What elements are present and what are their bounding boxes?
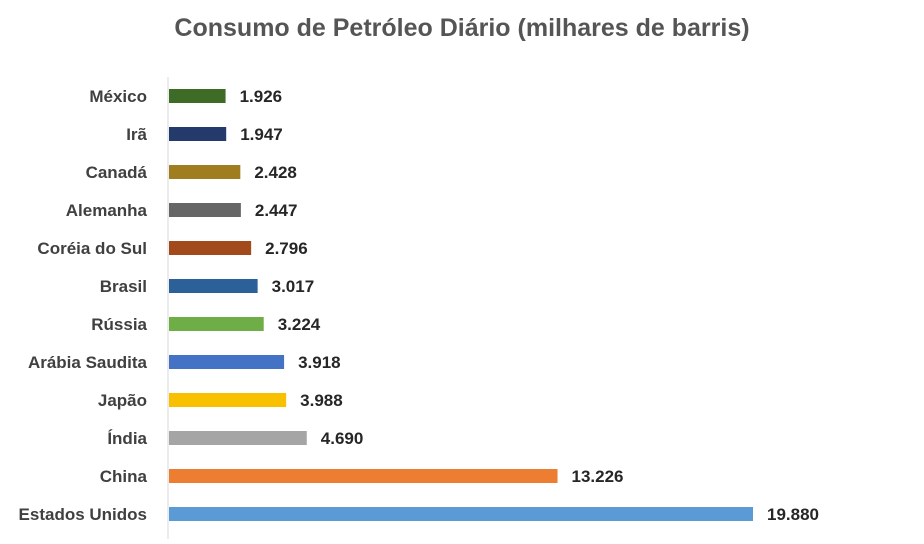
category-label-canada: Canadá xyxy=(86,163,148,182)
bar-japao xyxy=(169,393,287,407)
data-label-russia: 3.224 xyxy=(278,315,321,334)
category-label-brasil: Brasil xyxy=(100,277,147,296)
category-label-estados-unidos: Estados Unidos xyxy=(19,505,147,524)
bar-canada xyxy=(169,165,241,179)
data-label-arabia-saudita: 3.918 xyxy=(298,353,341,372)
data-label-alemanha: 2.447 xyxy=(255,201,298,220)
bar-coreia-do-sul xyxy=(169,241,252,255)
category-label-india: Índia xyxy=(107,429,147,448)
bar-alemanha xyxy=(169,203,241,217)
category-label-russia: Rússia xyxy=(91,315,147,334)
data-label-ira: 1.947 xyxy=(240,125,283,144)
bar-mexico xyxy=(169,89,226,103)
bar-brasil xyxy=(169,279,258,293)
category-label-coreia-do-sul: Coréia do Sul xyxy=(37,239,147,258)
bar-ira xyxy=(169,127,227,141)
category-label-alemanha: Alemanha xyxy=(66,201,148,220)
category-label-arabia-saudita: Arábia Saudita xyxy=(28,353,148,372)
bars-group: México 1.926 Irã 1.947 Canadá 2.428 Alemanha 2.… xyxy=(19,87,819,524)
chart-title: Consumo de Petróleo Diário (milhares de … xyxy=(174,14,750,42)
category-label-japao: Japão xyxy=(98,391,147,410)
category-label-mexico: México xyxy=(89,87,147,106)
category-label-ira: Irã xyxy=(126,125,147,144)
data-label-estados-unidos: 19.880 xyxy=(767,505,819,524)
bar-estados-unidos xyxy=(169,507,753,521)
category-label-china: China xyxy=(100,467,148,486)
data-label-brasil: 3.017 xyxy=(272,277,315,296)
bar-arabia-saudita xyxy=(169,355,285,369)
bar-russia xyxy=(169,317,264,331)
data-label-japao: 3.988 xyxy=(300,391,343,410)
data-label-coreia-do-sul: 2.796 xyxy=(265,239,308,258)
data-label-india: 4.690 xyxy=(321,429,364,448)
bar-china xyxy=(169,469,558,483)
data-label-mexico: 1.926 xyxy=(240,87,283,106)
data-label-china: 13.226 xyxy=(572,467,624,486)
data-label-canada: 2.428 xyxy=(254,163,297,182)
bar-india xyxy=(169,431,307,445)
